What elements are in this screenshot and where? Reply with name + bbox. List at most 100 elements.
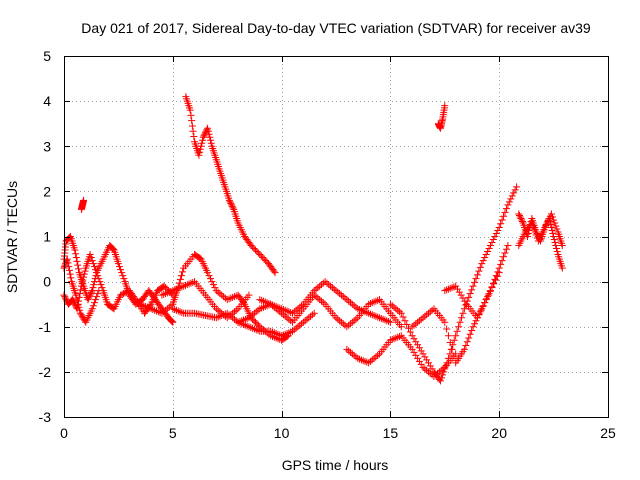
- data-point: [394, 306, 402, 314]
- data-point: [455, 323, 463, 331]
- data-point: [468, 286, 476, 294]
- chart-title: Day 021 of 2017, Sidereal Day-to-day VTE…: [81, 20, 591, 36]
- data-point: [490, 280, 498, 288]
- data-point: [259, 303, 267, 311]
- data-point: [448, 345, 456, 353]
- data-point: [421, 312, 429, 320]
- data-point: [76, 290, 84, 298]
- data-point: [301, 317, 309, 325]
- series-track-g-morning: [158, 278, 253, 322]
- data-point: [443, 359, 451, 367]
- data-point: [162, 306, 170, 314]
- data-point: [471, 278, 479, 286]
- data-point: [256, 305, 264, 313]
- data-point: [249, 311, 257, 319]
- data-point: [179, 268, 187, 276]
- data-point: [67, 274, 75, 282]
- data-point: [352, 315, 360, 323]
- data-point: [196, 145, 204, 153]
- data-point: [350, 302, 358, 310]
- data-point: [279, 311, 287, 319]
- data-point: [119, 272, 127, 280]
- data-point: [69, 296, 77, 304]
- data-point: [507, 195, 515, 203]
- y-tick-labels: -3 -2 -1 0 1 2 3 4 5: [39, 48, 52, 425]
- data-point: [258, 296, 266, 304]
- data-point: [178, 272, 186, 280]
- data-point: [252, 308, 260, 316]
- data-point: [171, 286, 179, 294]
- data-point: [392, 334, 400, 342]
- data-point: [497, 220, 505, 228]
- data-point: [72, 291, 80, 299]
- data-point: [258, 304, 266, 312]
- y-tick-label: 3: [43, 138, 51, 154]
- data-point: [160, 290, 168, 298]
- data-point: [183, 281, 191, 289]
- data-point: [374, 351, 382, 359]
- data-point: [78, 312, 86, 320]
- data-point: [479, 257, 487, 265]
- data-point: [417, 315, 425, 323]
- data-point: [553, 225, 561, 233]
- data-point: [292, 306, 300, 314]
- data-point: [196, 148, 204, 156]
- data-point: [484, 291, 492, 299]
- data-point: [81, 267, 89, 275]
- data-point: [415, 357, 423, 365]
- data-point: [223, 296, 231, 304]
- data-point: [156, 308, 164, 316]
- data-point: [370, 311, 378, 319]
- data-point: [558, 242, 566, 250]
- data-point: [372, 297, 380, 305]
- data-point: [251, 246, 259, 254]
- data-point: [549, 229, 557, 237]
- data-point: [167, 302, 175, 310]
- data-point: [287, 328, 295, 336]
- data-point: [270, 267, 278, 275]
- data-point: [443, 325, 451, 333]
- data-point: [160, 282, 168, 290]
- data-point: [218, 291, 226, 299]
- data-point: [424, 309, 432, 317]
- data-point: [109, 245, 117, 253]
- data-point: [195, 151, 203, 159]
- data-point: [214, 288, 222, 296]
- data-point: [176, 284, 184, 292]
- data-point: [549, 213, 557, 221]
- data-point: [214, 313, 222, 321]
- data-point: [352, 303, 360, 311]
- data-point: [94, 272, 102, 280]
- data-point: [410, 321, 418, 329]
- data-point: [254, 306, 262, 314]
- series-track-q-evening: [515, 210, 566, 250]
- series-track-c-early: [60, 255, 103, 326]
- data-point: [505, 198, 513, 206]
- data-point: [211, 284, 219, 292]
- data-point: [327, 282, 335, 290]
- data-point: [551, 219, 559, 227]
- data-point: [220, 293, 228, 301]
- data-point: [368, 311, 376, 319]
- data-point: [419, 363, 427, 371]
- data-point: [75, 265, 83, 273]
- data-point: [423, 366, 431, 374]
- data-point: [189, 127, 197, 135]
- data-point: [88, 257, 96, 265]
- data-point: [62, 296, 70, 304]
- data-point: [439, 371, 447, 379]
- data-point: [463, 338, 471, 346]
- data-point: [278, 309, 286, 317]
- data-point: [401, 317, 409, 325]
- data-point: [178, 283, 186, 291]
- data-point: [98, 284, 106, 292]
- data-point: [216, 308, 224, 316]
- data-point: [94, 290, 102, 298]
- data-point: [151, 306, 159, 314]
- data-point: [415, 317, 423, 325]
- data-point: [417, 347, 425, 355]
- data-point: [207, 139, 215, 147]
- data-point: [80, 270, 88, 278]
- data-point: [516, 211, 524, 219]
